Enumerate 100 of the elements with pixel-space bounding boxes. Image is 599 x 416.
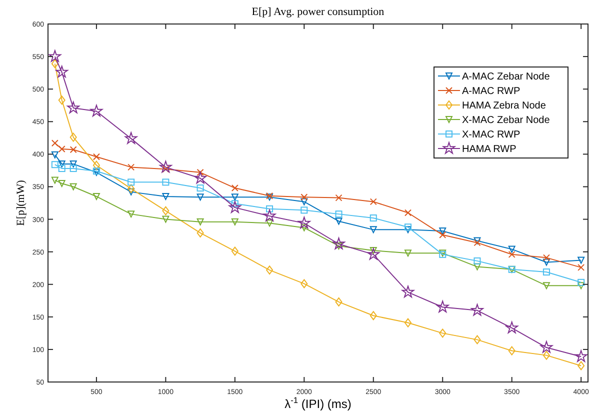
legend-label: HAMA RWP [462,144,517,155]
point [128,210,135,218]
point [70,160,77,168]
point [70,165,77,172]
point [402,286,414,298]
point [128,178,135,186]
point [574,350,588,362]
legend-label: X-MAC Zebar Node [462,115,550,126]
point [162,206,170,216]
point [231,184,238,192]
x-axis-title: λ$^{-1}$ (IPI) (ms) [284,395,352,411]
point [578,278,585,286]
point [439,227,446,234]
point [128,164,135,171]
point [542,282,550,290]
point [542,258,550,266]
point [436,300,449,312]
point [404,250,412,257]
point [474,335,481,344]
point [404,209,412,216]
point [58,165,66,172]
point [266,266,274,275]
point [506,322,518,334]
point [266,220,274,227]
y-axis-title: E[p](mW) [15,180,27,226]
point [48,50,62,62]
point [90,104,103,117]
point [162,178,170,186]
point [70,183,77,190]
point [439,231,446,238]
point [266,205,274,212]
point [56,66,68,78]
point [335,194,342,202]
legend-label: HAMA Zebra Node [462,100,546,112]
point [160,160,172,173]
point [439,328,446,338]
point [228,201,242,213]
legend-label: A-MAC Zebar Node [462,72,550,82]
point [196,228,204,238]
point [58,160,66,168]
point [51,161,58,168]
point [404,224,412,231]
point [70,146,77,154]
point [300,206,308,214]
point [578,256,585,264]
point [370,214,377,222]
chart-title: E[p] Avg. power consumption [252,6,385,18]
point [578,282,585,290]
point [231,194,238,201]
point [404,318,412,328]
point [508,250,516,258]
point [335,218,342,225]
point [124,132,138,144]
point [92,153,100,160]
point [578,361,585,370]
point [70,132,77,142]
point [51,140,58,147]
point [300,224,308,232]
point [58,180,66,187]
point [298,216,310,229]
point [128,184,135,194]
point [300,194,308,201]
point [263,210,276,222]
point [58,96,66,105]
legend-label: X-MAC RWP [462,130,520,140]
point [231,246,238,256]
legend-label: A-MAC RWP [462,86,520,97]
point [578,264,585,271]
point [404,226,412,234]
point [162,192,170,200]
point [51,59,58,68]
point [92,192,100,200]
point [128,188,135,196]
point [51,176,58,184]
point [367,248,380,260]
point [300,279,308,288]
point [196,194,204,201]
point [508,346,516,356]
point [370,226,377,234]
point [58,145,66,152]
point [508,246,516,253]
point [370,311,377,320]
point [196,168,204,176]
point [300,198,308,206]
point [335,297,342,306]
point [332,238,345,250]
point [370,198,377,206]
point [51,151,58,158]
point [542,268,550,276]
point [162,216,170,223]
point [540,341,553,353]
point [231,218,238,226]
point [471,304,484,316]
point [474,257,481,264]
point [335,210,342,218]
point [196,218,204,226]
point [67,102,80,114]
point [542,254,550,262]
point [196,184,204,192]
point [542,350,550,360]
